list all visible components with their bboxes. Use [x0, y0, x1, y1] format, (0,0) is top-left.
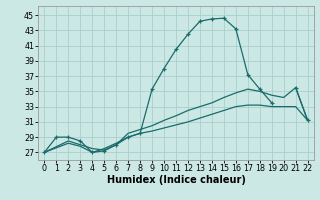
- X-axis label: Humidex (Indice chaleur): Humidex (Indice chaleur): [107, 175, 245, 185]
